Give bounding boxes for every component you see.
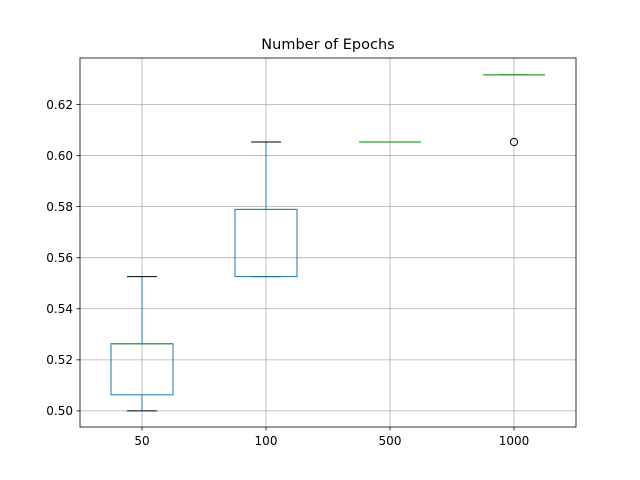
y-tick-label: 0.50 (46, 404, 73, 418)
y-tick-label: 0.54 (46, 302, 73, 316)
outlier-point (509, 137, 519, 147)
plot-frame (79, 57, 577, 428)
y-tick-label: 0.60 (46, 149, 73, 163)
y-tick-label: 0.56 (46, 251, 73, 265)
x-tick-label: 500 (379, 434, 402, 448)
box-group-100 (234, 141, 298, 278)
y-tick-label: 0.58 (46, 200, 73, 214)
x-tick-label: 50 (134, 434, 149, 448)
x-tick-label: 1000 (499, 434, 530, 448)
y-tick-label: 0.62 (46, 98, 73, 112)
y-tick-label: 0.52 (46, 353, 73, 367)
axes: 0.50 0.52 0.54 0.56 0.58 0.60 0.62 50 100 500 1000 (46, 57, 577, 448)
box-group-1000 (483, 74, 545, 147)
chart-title: Number of Epochs (261, 37, 394, 53)
box-group-50 (110, 276, 174, 412)
box-layer (110, 74, 545, 412)
grid-lines (80, 58, 576, 427)
x-tick-label: 100 (255, 434, 278, 448)
